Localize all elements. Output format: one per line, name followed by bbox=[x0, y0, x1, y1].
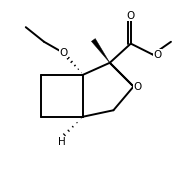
Text: O: O bbox=[59, 48, 67, 58]
Text: O: O bbox=[153, 49, 161, 60]
Text: H: H bbox=[58, 137, 66, 147]
Text: O: O bbox=[133, 82, 142, 91]
Polygon shape bbox=[91, 39, 110, 63]
Text: O: O bbox=[127, 11, 135, 21]
